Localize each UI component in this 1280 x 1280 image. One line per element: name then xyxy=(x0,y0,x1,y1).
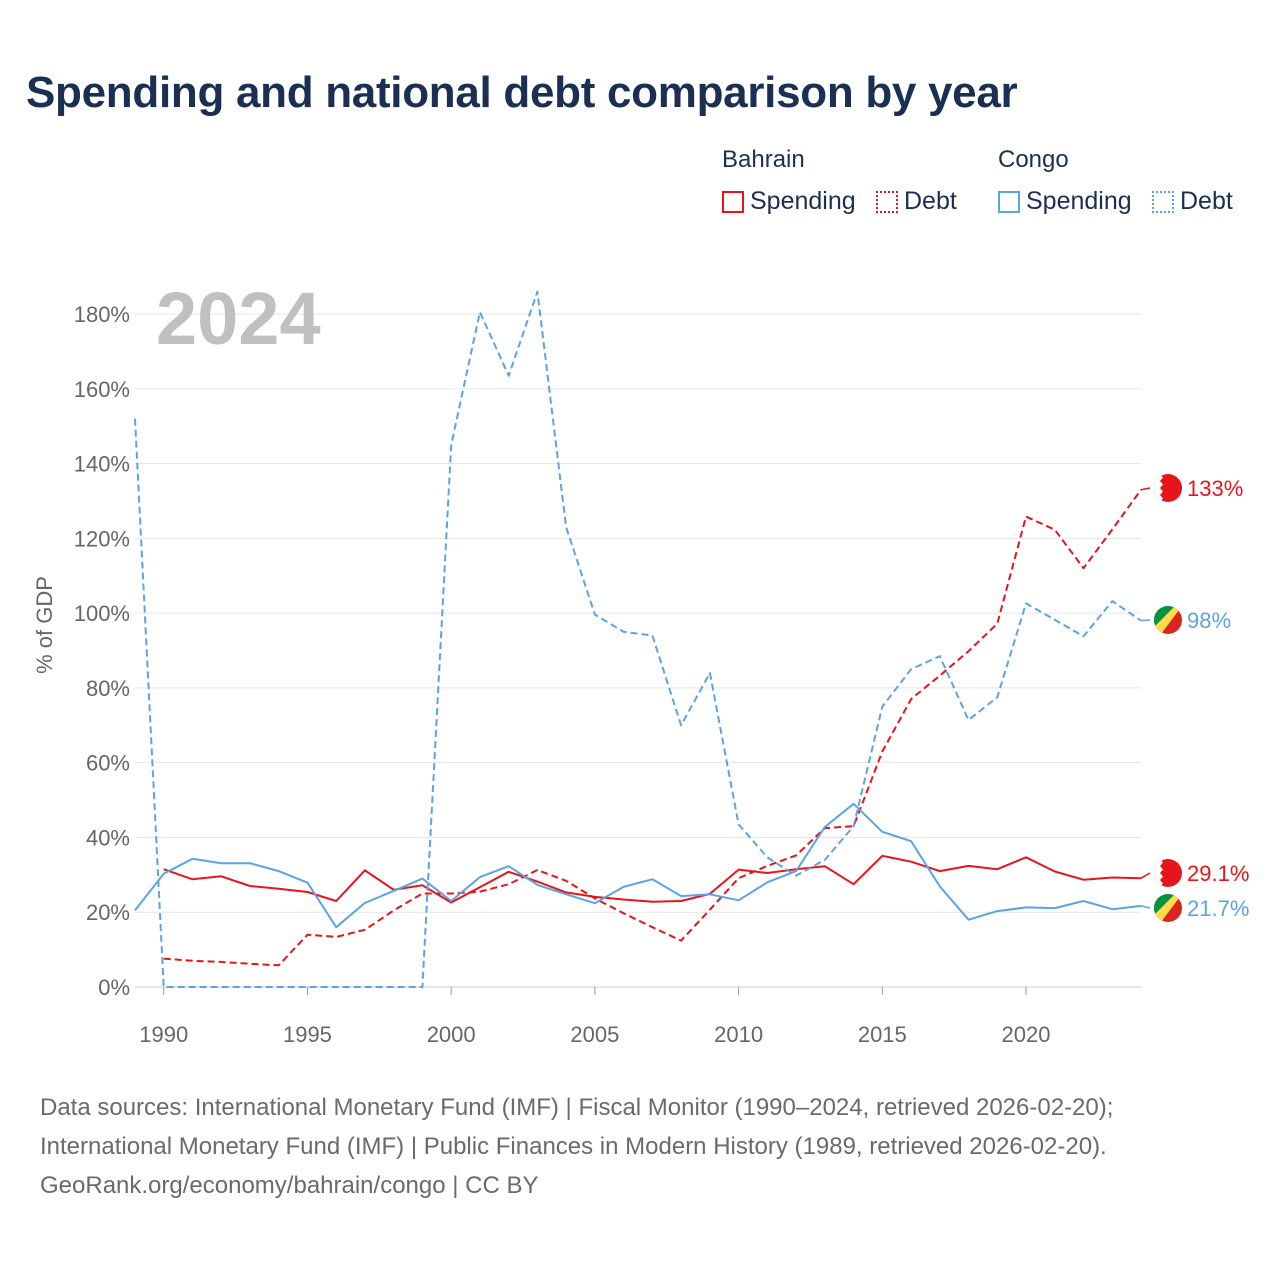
x-tick-label: 2010 xyxy=(714,1022,763,1047)
legend-label: Debt xyxy=(1180,187,1233,215)
series-line-congo-spending[interactable] xyxy=(134,802,1142,929)
congo-flag-icon xyxy=(1154,894,1182,922)
y-tick-label: 0% xyxy=(98,975,130,1000)
footer-source-line-2: International Monetary Fund (IMF) | Publ… xyxy=(40,1133,1107,1160)
bahrain-flag-icon xyxy=(1154,859,1182,887)
legend-swatch-solid xyxy=(998,190,1020,213)
legend-group-congo: Congo xyxy=(998,146,1069,173)
x-tick-label: 2000 xyxy=(427,1022,476,1047)
series-line-congo-debt[interactable] xyxy=(134,290,1142,988)
gridlines xyxy=(135,313,1141,988)
end-label-connector xyxy=(1140,487,1151,491)
end-value-label: 133% xyxy=(1187,476,1243,501)
end-label-connector xyxy=(1140,872,1151,879)
x-tick-label: 2015 xyxy=(858,1022,907,1047)
x-tick-label: 1990 xyxy=(139,1022,188,1047)
end-value-label: 98% xyxy=(1187,608,1231,633)
y-tick-label: 60% xyxy=(86,751,130,776)
series-lines xyxy=(134,290,1142,988)
legend-swatch-solid xyxy=(722,190,744,213)
x-tick-label: 1995 xyxy=(283,1022,332,1047)
legend-label: Debt xyxy=(904,187,957,215)
legend-swatch-dotted xyxy=(1152,190,1174,213)
x-tick-label: 2005 xyxy=(570,1022,619,1047)
y-tick-label: 180% xyxy=(74,302,130,327)
series-line-bahrain-debt[interactable] xyxy=(163,489,1142,967)
bahrain-flag-icon xyxy=(1154,474,1182,502)
legend-bahrain-debt[interactable]: Debt xyxy=(876,187,957,216)
series-line-bahrain-spending[interactable] xyxy=(163,854,1142,904)
y-tick-label: 160% xyxy=(74,377,130,402)
legend-bahrain-spending[interactable]: Spending xyxy=(722,187,856,216)
footer-attribution: GeoRank.org/economy/bahrain/congo | CC B… xyxy=(40,1172,539,1199)
x-axis: 1990 1995 2000 2005 2010 2015 2020 xyxy=(139,987,1051,1047)
legend-congo-spending[interactable]: Spending xyxy=(998,187,1132,216)
end-labels: 29.1% 133% 21.7% 98% xyxy=(1140,476,1249,921)
y-tick-label: 120% xyxy=(74,526,130,551)
y-tick-label: 140% xyxy=(74,452,130,477)
legend-congo-debt[interactable]: Debt xyxy=(1152,187,1233,216)
y-tick-label: 20% xyxy=(86,900,130,925)
y-tick-label: 40% xyxy=(86,825,130,850)
legend-swatch-dotted xyxy=(876,190,898,213)
y-tick-label: 80% xyxy=(86,676,130,701)
y-tick-label: 100% xyxy=(74,601,130,626)
footer: Data sources: International Monetary Fun… xyxy=(40,1088,1113,1205)
footer-source-line-1: Data sources: International Monetary Fun… xyxy=(40,1094,1114,1121)
line-chart: 0%20%40%60%80%100%120%140%160%180% 1990 1… xyxy=(32,277,1249,1047)
legend-label: Spending xyxy=(750,187,856,215)
y-axis-label: % of GDP xyxy=(32,576,57,674)
x-tick-label: 2020 xyxy=(1002,1022,1051,1047)
end-value-label: 29.1% xyxy=(1187,861,1249,886)
end-label-connector xyxy=(1140,905,1151,909)
legend-label: Spending xyxy=(1026,187,1132,215)
end-value-label: 21.7% xyxy=(1187,896,1249,921)
y-axis: 0% 20% 40% 60% 80% 100% 120% 140% 160% 180% xyxy=(74,302,130,1000)
congo-flag-icon xyxy=(1154,606,1182,634)
year-watermark: 2024 xyxy=(156,277,321,360)
legend-group-bahrain: Bahrain xyxy=(722,146,805,173)
end-label-connector xyxy=(1140,619,1151,622)
chart-title: Spending and national debt comparison by… xyxy=(26,68,1018,117)
